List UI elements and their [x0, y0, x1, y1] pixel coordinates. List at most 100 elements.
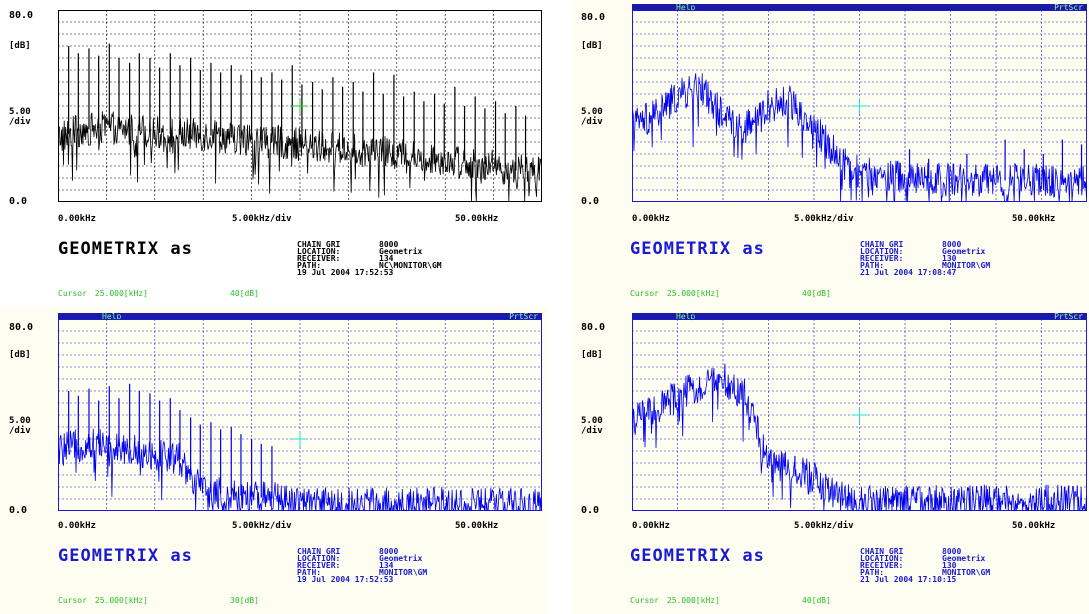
info-value: 8000	[379, 547, 399, 556]
info-row: PATH: MONITOR\GM	[860, 261, 991, 270]
info-row: CHAIN GRI 8000	[860, 240, 990, 249]
plot-frame	[632, 10, 1087, 202]
info-value: 130	[942, 254, 957, 263]
spectrum-trace	[58, 111, 542, 202]
cursor-marker[interactable]	[292, 98, 308, 114]
info-value: MONITOR\GM	[942, 261, 991, 270]
info-value: Geometrix	[942, 247, 986, 256]
brand-title: GEOMETRIX as	[58, 239, 193, 259]
info-key: RECEIVER:	[860, 254, 904, 263]
info-value: 134	[379, 254, 394, 263]
spectrum-panel-top-left: 80.0 [dB] 5.00 /div 0.0 0.00kHz 5.00kHz/…	[0, 0, 548, 307]
y-tick-bottom: 0.0	[581, 196, 600, 207]
info-row: PATH: NC\MONITOR\GM	[297, 261, 442, 270]
x-tick-right: 50.00kHz	[1012, 521, 1056, 531]
info-row: LOCATION: Geometrix	[860, 247, 990, 256]
info-row: CHAIN GRI 8000	[297, 240, 442, 249]
y-tick-bottom: 0.0	[9, 196, 28, 207]
cursor-readout: Cursor 25.000[kHz] 40[dB]	[630, 596, 831, 605]
spectrum-plot: Help PrtScr	[632, 4, 1087, 202]
info-value: Geometrix	[942, 554, 986, 563]
info-row: RECEIVER: 134	[297, 561, 427, 570]
cursor-level: 30[dB]	[230, 596, 259, 605]
plot-frame	[58, 319, 542, 511]
info-key: CHAIN GRI	[297, 240, 341, 249]
info-value: 8000	[942, 240, 962, 249]
brand-title: GEOMETRIX as	[630, 546, 765, 566]
receiver-info: CHAIN GRI 8000 LOCATION: Geometrix RECEIVER:…	[860, 240, 991, 277]
spectrum-panel-bottom-left: 80.0 [dB] 5.00 /div 0.0 Help PrtScr 0.00k…	[0, 307, 548, 614]
info-value: 130	[942, 561, 957, 570]
y-scale-label: 5.00 /div	[581, 107, 603, 127]
y-tick-top: 80.0	[9, 322, 34, 333]
y-scale-label: 5.00 /div	[9, 416, 31, 436]
info-value: MONITOR\GM	[942, 568, 991, 577]
menu-bar: Help PrtScr	[58, 312, 542, 321]
info-value: Geometrix	[379, 247, 423, 256]
spectrum-svg	[58, 319, 542, 511]
spectrum-svg	[58, 10, 542, 202]
info-value: 8000	[379, 240, 399, 249]
info-value: Geometrix	[379, 554, 423, 563]
brand-title: GEOMETRIX as	[58, 546, 193, 566]
info-key: PATH:	[297, 568, 322, 577]
cursor-marker[interactable]	[851, 407, 868, 423]
info-row: PATH: MONITOR\GM	[297, 568, 427, 577]
menu-help[interactable]: Help	[102, 312, 122, 321]
y-tick-top: 80.0	[581, 12, 606, 23]
info-key: RECEIVER:	[297, 561, 341, 570]
spectrum-plot: Help PrtScr	[632, 313, 1087, 511]
spectrum-plot: Help PrtScr	[58, 313, 542, 511]
plot-grid	[58, 10, 542, 202]
x-tick-right: 50.00kHz	[455, 521, 499, 531]
menu-print-screen[interactable]: PrtScr	[509, 312, 538, 321]
x-tick-left: 0.00kHz	[58, 214, 96, 224]
info-key: CHAIN GRI	[860, 240, 904, 249]
x-scale-label: 5.00kHz/div	[794, 214, 854, 224]
info-key: PATH:	[860, 261, 885, 270]
spectrum-svg	[632, 10, 1087, 202]
info-row: LOCATION: Geometrix	[860, 554, 990, 563]
info-row: PATH: MONITOR\GM	[860, 568, 991, 577]
spectrum-svg	[632, 319, 1087, 511]
y-tick-top: 80.0	[581, 322, 606, 333]
receiver-info: CHAIN GRI 8000 LOCATION: Geometrix RECEIVER:…	[860, 547, 991, 584]
timestamp: 19 Jul 2004 17:52:53	[297, 575, 394, 584]
menu-print-screen[interactable]: PrtScr	[1054, 312, 1083, 321]
x-scale-label: 5.00kHz/div	[232, 214, 292, 224]
y-unit-label: [dB]	[581, 350, 603, 360]
cursor-label: Cursor	[58, 596, 87, 605]
plot-grid	[58, 319, 542, 511]
spectrum-trace	[632, 363, 1087, 511]
cursor-marker[interactable]	[292, 431, 308, 447]
info-row: RECEIVER: 130	[860, 561, 990, 570]
info-key: LOCATION:	[860, 247, 904, 256]
info-key: CHAIN GRI	[860, 547, 904, 556]
cursor-label: Cursor	[630, 596, 659, 605]
info-row: LOCATION: Geometrix	[297, 554, 427, 563]
info-value: 134	[379, 561, 394, 570]
y-unit-label: [dB]	[581, 41, 603, 51]
spectrum-panel-bottom-right: 80.0 [dB] 5.00 /div 0.0 Help PrtScr 0.00k…	[572, 307, 1089, 614]
info-key: RECEIVER:	[297, 254, 341, 263]
menu-help[interactable]: Help	[676, 312, 696, 321]
cursor-readout: Cursor 25.000[kHz] 40[dB]	[58, 289, 259, 298]
x-scale-label: 5.00kHz/div	[794, 521, 854, 531]
cursor-readout: Cursor 25.000[kHz] 40[dB]	[630, 289, 831, 298]
spectrum-panel-top-right: 80.0 [dB] 5.00 /div 0.0 Help PrtScr 0.00k…	[572, 0, 1089, 307]
spectrum-plot	[58, 10, 542, 202]
info-row: CHAIN GRI 8000	[297, 547, 427, 556]
cursor-frequency: 25.000[kHz]	[666, 289, 720, 298]
info-value: 8000	[942, 547, 962, 556]
menu-print-screen[interactable]: PrtScr	[1054, 3, 1083, 12]
cursor-level: 40[dB]	[230, 289, 259, 298]
spectrum-trace	[58, 428, 542, 511]
timestamp: 19 Jul 2004 17:52:53	[297, 268, 394, 277]
menu-help[interactable]: Help	[676, 3, 696, 12]
y-tick-top: 80.0	[9, 10, 34, 21]
cursor-frequency: 25.000[kHz]	[94, 596, 148, 605]
info-key: PATH:	[297, 261, 322, 270]
y-tick-bottom: 0.0	[9, 505, 28, 516]
cursor-marker[interactable]	[851, 98, 868, 114]
cursor-label: Cursor	[58, 289, 87, 298]
